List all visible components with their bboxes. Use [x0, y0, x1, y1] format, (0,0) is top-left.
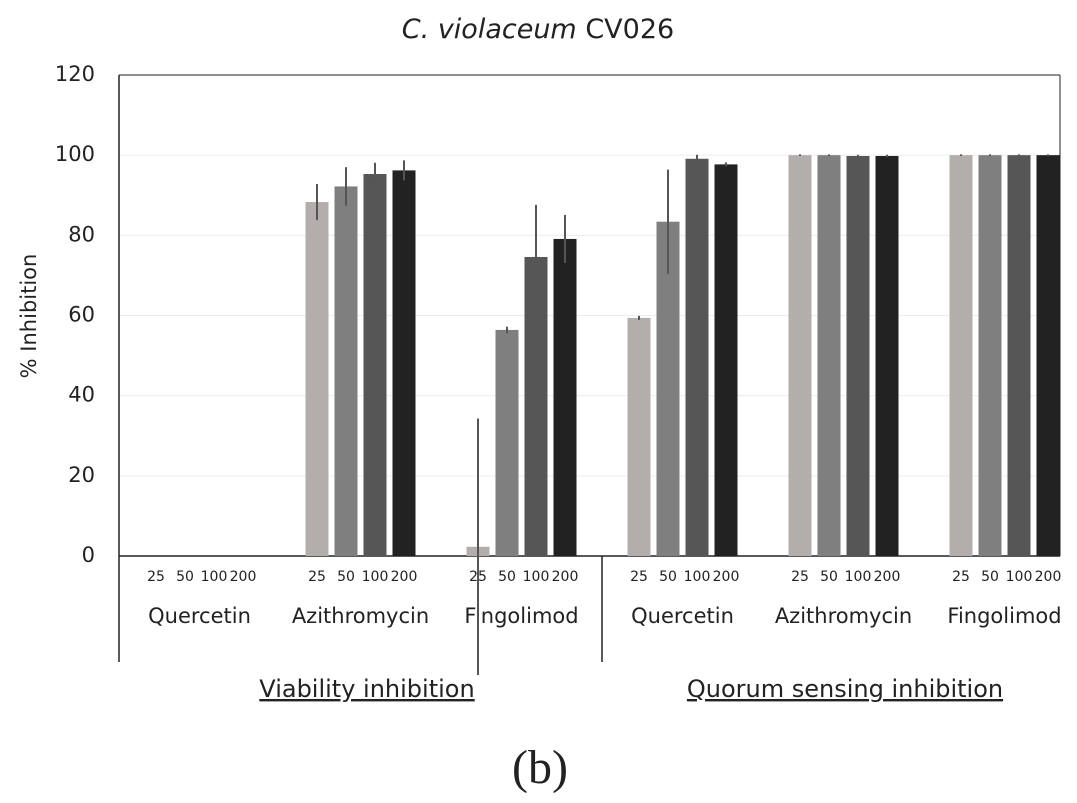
group-label: Quorum sensing inhibition [687, 675, 1003, 703]
bar [978, 155, 1002, 556]
sub-tick-label: 200 [1035, 569, 1062, 585]
sub-tick-label: 50 [176, 569, 194, 585]
y-tick-label: 100 [55, 142, 95, 166]
sub-tick-label: 25 [308, 569, 326, 585]
title-rest: CV026 [585, 14, 674, 45]
sub-tick-label: 100 [201, 569, 228, 585]
sub-tick-label: 200 [230, 569, 257, 585]
group-label: Viability inhibition [259, 675, 474, 703]
sub-tick-label: 50 [820, 569, 838, 585]
bar [817, 155, 841, 556]
bar [656, 221, 680, 556]
y-tick-label: 0 [82, 543, 95, 567]
chart-title: C. violaceum CV026 [402, 14, 674, 45]
sub-tick-label: 25 [147, 569, 165, 585]
sub-tick-label: 50 [498, 569, 516, 585]
bar [392, 170, 416, 557]
x-tick-label: Fingolimod [947, 604, 1061, 628]
bar [685, 158, 709, 556]
sub-tick-label: 100 [362, 569, 389, 585]
x-tick-label: Quercetin [148, 604, 251, 628]
title-italic: C. violaceum [402, 14, 577, 45]
sub-tick-label: 200 [713, 569, 740, 585]
bar [846, 155, 870, 557]
y-tick-label: 40 [68, 383, 95, 407]
bar [363, 174, 387, 556]
sub-tick-label: 50 [337, 569, 355, 585]
sub-tick-label: 25 [630, 569, 648, 585]
sub-tick-label: 50 [659, 569, 677, 585]
x-tick-label: Fingolimod [464, 604, 578, 628]
x-tick-label: Azithromycin [292, 604, 429, 628]
sub-tick-label: 100 [684, 569, 711, 585]
sub-tick-label: 50 [981, 569, 999, 585]
bar [875, 155, 899, 557]
bar [627, 317, 651, 556]
caption: (b) [512, 741, 568, 794]
y-tick-label: 80 [68, 222, 95, 246]
bar [1007, 155, 1031, 556]
y-tick-label: 20 [68, 463, 95, 487]
sub-tick-label: 100 [523, 569, 550, 585]
bar [1036, 155, 1060, 556]
sub-tick-label: 25 [952, 569, 970, 585]
bar [788, 155, 812, 556]
y-tick-label: 120 [55, 62, 95, 86]
y-axis-label: % Inhibition [17, 254, 41, 379]
sub-tick-label: 200 [552, 569, 579, 585]
y-tick-label: 60 [68, 303, 95, 327]
bar [334, 186, 358, 556]
sub-tick-label: 100 [1006, 569, 1033, 585]
bar [495, 329, 519, 556]
bar [305, 202, 329, 557]
sub-tick-label: 100 [845, 569, 872, 585]
x-tick-label: Azithromycin [775, 604, 912, 628]
sub-tick-label: 200 [391, 569, 418, 585]
sub-tick-label: 200 [874, 569, 901, 585]
bar [949, 155, 973, 556]
bar [524, 256, 548, 556]
x-tick-label: Quercetin [631, 604, 734, 628]
bar [714, 164, 738, 556]
bar [553, 238, 577, 556]
sub-tick-label: 25 [791, 569, 809, 585]
